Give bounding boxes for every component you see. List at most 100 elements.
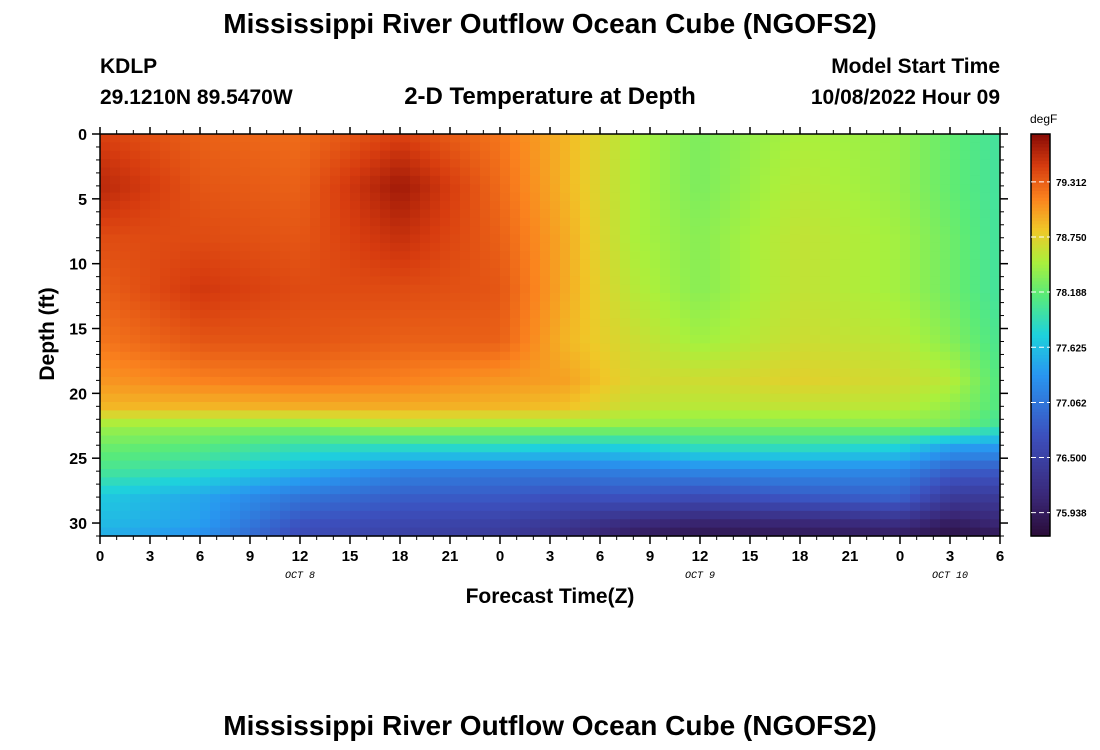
heatmap-cell bbox=[100, 293, 111, 303]
heatmap-cell bbox=[250, 242, 261, 252]
heatmap-cell bbox=[740, 242, 751, 252]
heatmap-cell bbox=[850, 519, 861, 529]
heatmap-cell bbox=[590, 268, 601, 277]
heatmap-cell bbox=[830, 309, 841, 319]
heatmap-cell bbox=[760, 226, 771, 236]
heatmap-cell bbox=[200, 494, 211, 504]
heatmap-cell bbox=[920, 435, 931, 445]
heatmap-cell bbox=[840, 259, 851, 269]
heatmap-cell bbox=[510, 284, 521, 294]
heatmap-cell bbox=[890, 385, 901, 395]
heatmap-cell bbox=[270, 159, 281, 169]
colorbar-segment bbox=[1031, 214, 1050, 219]
heatmap-cell bbox=[910, 452, 921, 462]
heatmap-cell bbox=[170, 494, 181, 504]
heatmap-cell bbox=[420, 393, 431, 403]
heatmap-cell bbox=[270, 268, 281, 277]
heatmap-cell bbox=[500, 410, 511, 420]
heatmap-cell bbox=[520, 184, 531, 194]
heatmap-cell bbox=[860, 201, 871, 210]
heatmap-cell bbox=[400, 485, 411, 495]
heatmap-cell bbox=[630, 217, 641, 227]
heatmap-cell bbox=[130, 452, 141, 462]
heatmap-cell bbox=[310, 477, 321, 487]
heatmap-cell bbox=[930, 460, 941, 470]
heatmap-cell bbox=[990, 477, 1001, 487]
heatmap-cell bbox=[230, 142, 241, 152]
heatmap-cell bbox=[660, 259, 671, 269]
heatmap-cell bbox=[150, 309, 161, 319]
heatmap-cell bbox=[540, 443, 551, 453]
heatmap-cell bbox=[540, 393, 551, 403]
heatmap-cell bbox=[680, 259, 691, 269]
heatmap-cell bbox=[150, 368, 161, 378]
heatmap-cell bbox=[650, 368, 661, 378]
heatmap-cell bbox=[820, 217, 831, 227]
heatmap-cell bbox=[910, 234, 921, 244]
heatmap-cell bbox=[320, 376, 331, 386]
heatmap-cell bbox=[930, 217, 941, 227]
heatmap-cell bbox=[360, 309, 371, 319]
heatmap-cell bbox=[290, 460, 301, 470]
heatmap-cell bbox=[640, 309, 651, 319]
heatmap-cell bbox=[670, 268, 681, 277]
colorbar-segment bbox=[1031, 348, 1050, 353]
heatmap-cell bbox=[560, 360, 571, 370]
heatmap-cell bbox=[310, 159, 321, 169]
heatmap-cell bbox=[790, 510, 801, 520]
heatmap-cell bbox=[880, 201, 891, 210]
heatmap-cell bbox=[820, 460, 831, 470]
heatmap-cell bbox=[670, 376, 681, 386]
heatmap-cell bbox=[290, 242, 301, 252]
heatmap-cell bbox=[380, 251, 391, 261]
heatmap-cell bbox=[480, 175, 491, 185]
heatmap-cell bbox=[590, 217, 601, 227]
heatmap-cell bbox=[660, 360, 671, 370]
heatmap-cell bbox=[540, 477, 551, 487]
heatmap-cell bbox=[360, 393, 371, 403]
heatmap-cell bbox=[500, 209, 511, 219]
heatmap-cell bbox=[930, 410, 941, 420]
heatmap-cell bbox=[230, 318, 241, 328]
heatmap-cell bbox=[520, 418, 531, 428]
heatmap-cell bbox=[610, 510, 621, 520]
heatmap-cell bbox=[570, 368, 581, 378]
heatmap-cell bbox=[970, 410, 981, 420]
heatmap-cell bbox=[420, 251, 431, 261]
heatmap-cell bbox=[190, 393, 201, 403]
heatmap-cell bbox=[170, 226, 181, 236]
heatmap-cell bbox=[960, 284, 971, 294]
heatmap-cell bbox=[870, 460, 881, 470]
heatmap-cell bbox=[940, 301, 951, 311]
heatmap-cell bbox=[400, 443, 411, 453]
heatmap-cell bbox=[240, 360, 251, 370]
heatmap-cell bbox=[600, 343, 611, 353]
heatmap-cell bbox=[870, 201, 881, 210]
heatmap-cell bbox=[170, 301, 181, 311]
heatmap-cell bbox=[440, 469, 451, 478]
heatmap-cell bbox=[700, 268, 711, 277]
heatmap-cell bbox=[370, 452, 381, 462]
heatmap-cell bbox=[260, 167, 271, 177]
heatmap-cell bbox=[210, 301, 221, 311]
heatmap-cell bbox=[190, 351, 201, 361]
heatmap-cell bbox=[160, 410, 171, 420]
heatmap-cell bbox=[390, 360, 401, 370]
heatmap-cell bbox=[970, 234, 981, 244]
heatmap-cell bbox=[860, 452, 871, 462]
heatmap-cell bbox=[900, 510, 911, 520]
heatmap-cell bbox=[450, 184, 461, 194]
heatmap-cell bbox=[140, 502, 151, 512]
heatmap-cell bbox=[370, 159, 381, 169]
heatmap-cell bbox=[940, 293, 951, 303]
heatmap-cell bbox=[670, 360, 681, 370]
heatmap-cell bbox=[300, 452, 311, 462]
heatmap-cell bbox=[640, 301, 651, 311]
heatmap-cell bbox=[230, 276, 241, 286]
heatmap-cell bbox=[510, 427, 521, 437]
heatmap-cell bbox=[350, 477, 361, 487]
heatmap-cell bbox=[790, 326, 801, 336]
heatmap-cell bbox=[300, 485, 311, 495]
heatmap-cell bbox=[640, 284, 651, 294]
heatmap-cell bbox=[960, 268, 971, 277]
